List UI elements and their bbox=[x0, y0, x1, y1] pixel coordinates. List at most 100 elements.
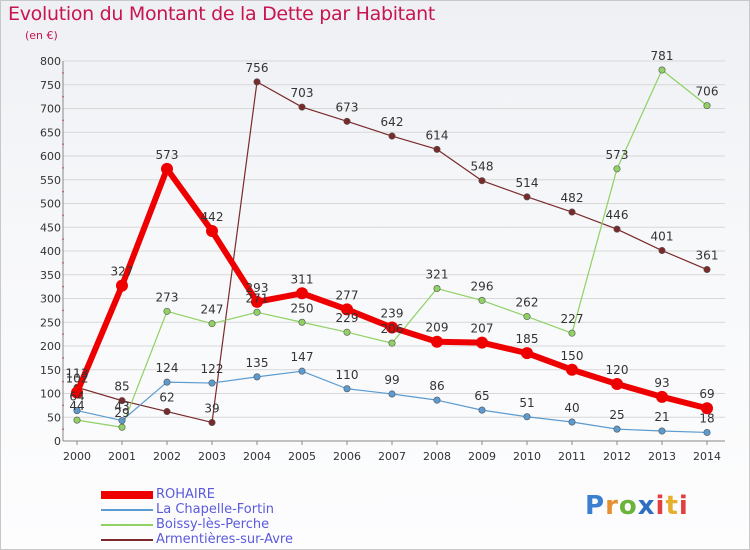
data-point bbox=[206, 225, 218, 238]
grid-lines: 0 50 100 150 200 250 300 350 400 450 500 550 600 650 7… bbox=[40, 55, 725, 448]
data-label: 446 bbox=[606, 208, 629, 222]
data-label: 25 bbox=[609, 408, 624, 422]
data-label: 209 bbox=[426, 321, 449, 335]
data-point bbox=[73, 416, 81, 424]
data-point bbox=[568, 329, 576, 337]
legend-label: ROHAIRE bbox=[156, 487, 216, 502]
data-point bbox=[253, 78, 261, 86]
data-point bbox=[343, 328, 351, 336]
data-label: 673 bbox=[336, 100, 359, 114]
x-tick-label: 2012 bbox=[603, 450, 631, 463]
data-point bbox=[251, 295, 263, 308]
data-point bbox=[163, 408, 171, 416]
data-label: 29 bbox=[114, 406, 129, 420]
series-line bbox=[211, 81, 258, 424]
data-label: 120 bbox=[606, 363, 629, 377]
data-point bbox=[433, 285, 441, 293]
data-label: 64 bbox=[69, 390, 84, 404]
data-point bbox=[476, 336, 488, 349]
data-label: 40 bbox=[564, 401, 579, 415]
legend-item: Boissy-lès-Perche bbox=[101, 517, 293, 532]
data-point bbox=[478, 406, 486, 414]
data-label: 93 bbox=[654, 376, 669, 390]
y-tick-label: 150 bbox=[40, 364, 61, 377]
data-label: 65 bbox=[474, 389, 489, 403]
legend-swatch bbox=[101, 523, 153, 526]
data-point bbox=[208, 320, 216, 328]
x-tick-label: 2009 bbox=[468, 450, 496, 463]
data-label: 147 bbox=[291, 350, 314, 364]
data-label: 401 bbox=[651, 230, 674, 244]
data-point bbox=[521, 347, 533, 360]
data-point bbox=[118, 417, 126, 425]
data-point bbox=[433, 396, 441, 404]
legend-swatch bbox=[101, 508, 153, 511]
legend-label: Armentières-sur-Avre bbox=[156, 532, 293, 547]
data-point bbox=[298, 318, 306, 326]
data-point bbox=[703, 266, 711, 274]
data-label: 703 bbox=[291, 86, 314, 100]
data-label: 293 bbox=[246, 281, 269, 295]
data-point bbox=[523, 193, 531, 201]
data-label: 247 bbox=[201, 303, 224, 317]
data-point bbox=[568, 418, 576, 426]
data-label: 227 bbox=[561, 312, 584, 326]
y-tick-label: 550 bbox=[40, 174, 61, 187]
data-label: 99 bbox=[384, 373, 399, 387]
y-tick-label: 450 bbox=[40, 221, 61, 234]
chart-legend: ROHAIRE La Chapelle-Fortin Boissy-lès-Perc… bbox=[101, 487, 293, 547]
x-tick-label: 2008 bbox=[423, 450, 451, 463]
data-label: 296 bbox=[471, 279, 494, 293]
data-point bbox=[298, 367, 306, 375]
data-point bbox=[296, 287, 308, 300]
data-point bbox=[656, 390, 668, 403]
data-label: 271 bbox=[246, 291, 269, 305]
data-point bbox=[613, 165, 621, 173]
y-tick-label: 800 bbox=[40, 55, 61, 68]
data-label: 21 bbox=[654, 410, 669, 424]
x-tick-label: 2011 bbox=[558, 450, 586, 463]
data-point bbox=[433, 145, 441, 153]
data-label: 85 bbox=[114, 380, 129, 394]
x-tick-label: 2005 bbox=[288, 450, 316, 463]
data-label: 69 bbox=[699, 387, 714, 401]
y-tick-label: 400 bbox=[40, 245, 61, 258]
x-tick-label: 2002 bbox=[153, 450, 181, 463]
data-label: 51 bbox=[519, 396, 534, 410]
data-label: 43 bbox=[114, 400, 129, 414]
data-label: 62 bbox=[159, 391, 174, 405]
data-point bbox=[298, 103, 306, 111]
data-label: 150 bbox=[561, 349, 584, 363]
series-boissy-l-s-perche bbox=[73, 66, 711, 431]
data-point bbox=[613, 225, 621, 233]
y-tick-label: 300 bbox=[40, 293, 61, 306]
y-tick-label: 350 bbox=[40, 269, 61, 282]
data-label: 642 bbox=[381, 115, 404, 129]
data-point bbox=[341, 303, 353, 316]
x-ticks: 2000 2001 2002 2003 2004 2005 2006 2007 2008 2009… bbox=[63, 441, 721, 463]
data-point bbox=[116, 279, 128, 292]
data-label: 250 bbox=[291, 301, 314, 315]
x-tick-label: 2004 bbox=[243, 450, 271, 463]
data-point bbox=[208, 418, 216, 426]
series-armenti-res-sur-avre bbox=[73, 78, 711, 426]
data-point bbox=[523, 413, 531, 421]
data-label: 44 bbox=[69, 399, 84, 413]
series-line bbox=[256, 81, 708, 271]
data-point bbox=[253, 308, 261, 316]
data-point bbox=[613, 425, 621, 433]
data-point bbox=[163, 307, 171, 315]
y-tick-label: 250 bbox=[40, 316, 61, 329]
data-point bbox=[658, 66, 666, 74]
series-la-chapelle-fortin bbox=[73, 367, 711, 436]
data-labels: 102 327 573 442 293 311 277 239 209 207 185 150 120 9… bbox=[66, 49, 719, 425]
data-point bbox=[611, 378, 623, 390]
data-point bbox=[658, 427, 666, 435]
data-label: 102 bbox=[66, 372, 89, 386]
data-label: 311 bbox=[291, 272, 314, 286]
data-point bbox=[71, 386, 83, 399]
data-label: 277 bbox=[336, 288, 359, 302]
data-label: 39 bbox=[204, 401, 219, 415]
